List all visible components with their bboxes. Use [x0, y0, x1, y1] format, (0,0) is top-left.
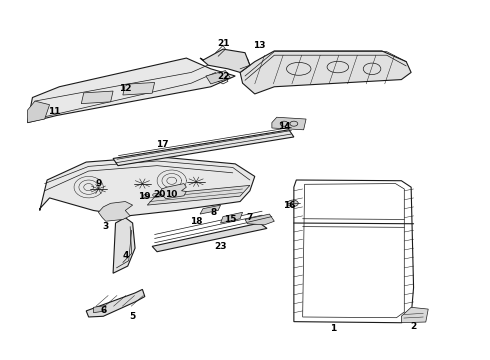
Polygon shape — [272, 117, 306, 130]
Text: 4: 4 — [122, 251, 128, 260]
Text: 9: 9 — [95, 179, 101, 188]
Polygon shape — [303, 184, 404, 318]
Text: 15: 15 — [224, 215, 237, 224]
Polygon shape — [200, 205, 220, 214]
Text: 16: 16 — [283, 201, 295, 210]
Polygon shape — [401, 307, 428, 323]
Text: 2: 2 — [411, 322, 416, 331]
Ellipse shape — [288, 200, 298, 207]
Text: 19: 19 — [139, 192, 151, 201]
Text: 12: 12 — [119, 84, 131, 93]
Text: 20: 20 — [153, 190, 166, 199]
Polygon shape — [81, 91, 113, 104]
Polygon shape — [245, 214, 274, 225]
Text: 22: 22 — [217, 72, 229, 81]
Polygon shape — [27, 101, 49, 123]
Polygon shape — [98, 202, 133, 221]
Ellipse shape — [143, 194, 150, 198]
Text: 23: 23 — [214, 242, 227, 251]
Text: 10: 10 — [166, 190, 178, 199]
Polygon shape — [206, 71, 230, 84]
Polygon shape — [240, 51, 411, 94]
Polygon shape — [40, 157, 255, 216]
Text: 18: 18 — [190, 217, 202, 226]
Text: 11: 11 — [48, 107, 61, 116]
Text: 17: 17 — [156, 140, 168, 149]
Polygon shape — [200, 49, 250, 72]
Text: 14: 14 — [278, 122, 291, 131]
Polygon shape — [220, 212, 243, 223]
Polygon shape — [27, 58, 235, 123]
Polygon shape — [113, 218, 135, 273]
Polygon shape — [86, 289, 145, 317]
Text: 1: 1 — [330, 324, 336, 333]
Polygon shape — [159, 184, 186, 199]
Polygon shape — [294, 180, 414, 323]
Text: 7: 7 — [246, 213, 253, 222]
Polygon shape — [94, 306, 106, 313]
Polygon shape — [123, 82, 155, 95]
Text: 5: 5 — [129, 312, 136, 321]
Text: 6: 6 — [100, 306, 106, 315]
Text: 8: 8 — [210, 208, 217, 217]
Polygon shape — [152, 223, 267, 252]
Polygon shape — [147, 185, 250, 205]
Text: 21: 21 — [217, 39, 229, 48]
Text: 13: 13 — [253, 41, 266, 50]
Ellipse shape — [153, 193, 159, 197]
Text: 3: 3 — [102, 222, 109, 231]
Polygon shape — [113, 130, 294, 166]
